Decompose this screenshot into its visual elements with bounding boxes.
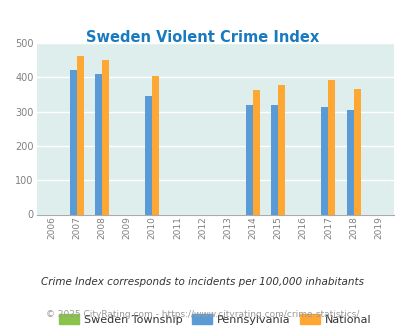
Bar: [70, 70, 77, 214]
Bar: [145, 96, 152, 214]
Bar: [102, 60, 109, 214]
Text: Sweden Violent Crime Index: Sweden Violent Crime Index: [86, 30, 319, 45]
Bar: [95, 74, 102, 214]
Bar: [77, 56, 84, 214]
Text: © 2025 CityRating.com - https://www.cityrating.com/crime-statistics/: © 2025 CityRating.com - https://www.city…: [46, 310, 359, 319]
Legend: Sweden Township, Pennsylvania, National: Sweden Township, Pennsylvania, National: [54, 309, 375, 329]
Bar: [328, 80, 335, 214]
Bar: [277, 85, 284, 214]
Bar: [245, 105, 252, 214]
Text: Crime Index corresponds to incidents per 100,000 inhabitants: Crime Index corresponds to incidents per…: [41, 278, 364, 287]
Bar: [321, 107, 328, 214]
Bar: [271, 105, 277, 214]
Bar: [345, 110, 353, 214]
Bar: [252, 90, 259, 214]
Bar: [152, 76, 159, 214]
Bar: [353, 89, 360, 214]
